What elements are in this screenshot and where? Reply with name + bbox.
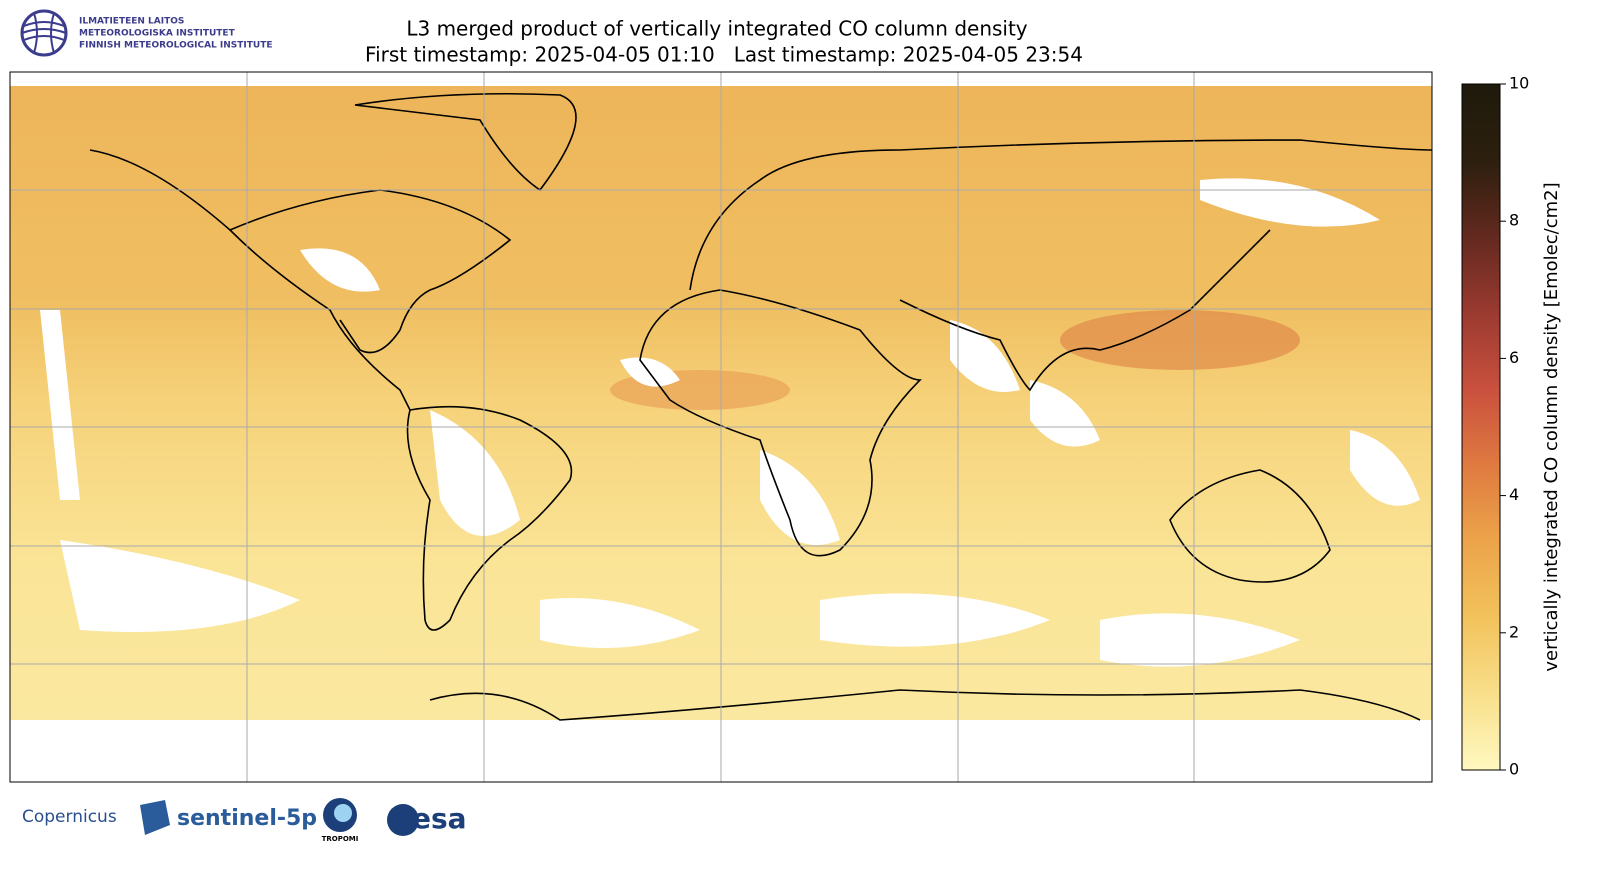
esa-icon: [387, 804, 419, 836]
map: [9, 71, 1433, 783]
satellite-icon: [140, 800, 170, 835]
colorbar-tick-label: 10: [1509, 74, 1529, 93]
logo-text: esa: [412, 802, 467, 835]
footer-logos: Copernicus sentinel-5p TROPOMI esa: [22, 798, 467, 843]
colorbar-tick-label: 8: [1509, 211, 1519, 230]
institute-name: METEOROLOGISKA INSTITUTET: [79, 29, 236, 39]
institute-name: ILMATIETEEN LAITOS: [79, 17, 184, 27]
colorbar-bar: [1461, 83, 1501, 771]
institute-name: FINNISH METEOROLOGICAL INSTITUTE: [79, 41, 273, 51]
logo-text: TROPOMI: [322, 835, 359, 843]
logo-text: sentinel-5p: [177, 806, 317, 831]
co-hotspot: [1060, 310, 1300, 370]
colorbar-tick-label: 0: [1509, 760, 1519, 779]
colorbar-tick-label: 2: [1509, 622, 1519, 641]
colorbar: vertically integrated CO column density …: [1461, 74, 1562, 779]
coastlines: [89, 92, 1432, 721]
tropomi-icon: [334, 804, 352, 822]
fmi-logo: ILMATIETEEN LAITOS METEOROLOGISKA INSTIT…: [20, 9, 273, 57]
subtitle: First timestamp: 2025-04-05 01:10 Last t…: [365, 43, 1083, 67]
colorbar-label: vertically integrated CO column density …: [1541, 182, 1562, 671]
map-frame: [9, 71, 1433, 783]
graticule: [10, 72, 1432, 782]
logo-text: Copernicus: [22, 807, 117, 827]
title: L3 merged product of vertically integrat…: [406, 17, 1027, 41]
colorbar-tick-label: 6: [1509, 348, 1519, 367]
colorbar-tick-label: 4: [1509, 485, 1519, 504]
